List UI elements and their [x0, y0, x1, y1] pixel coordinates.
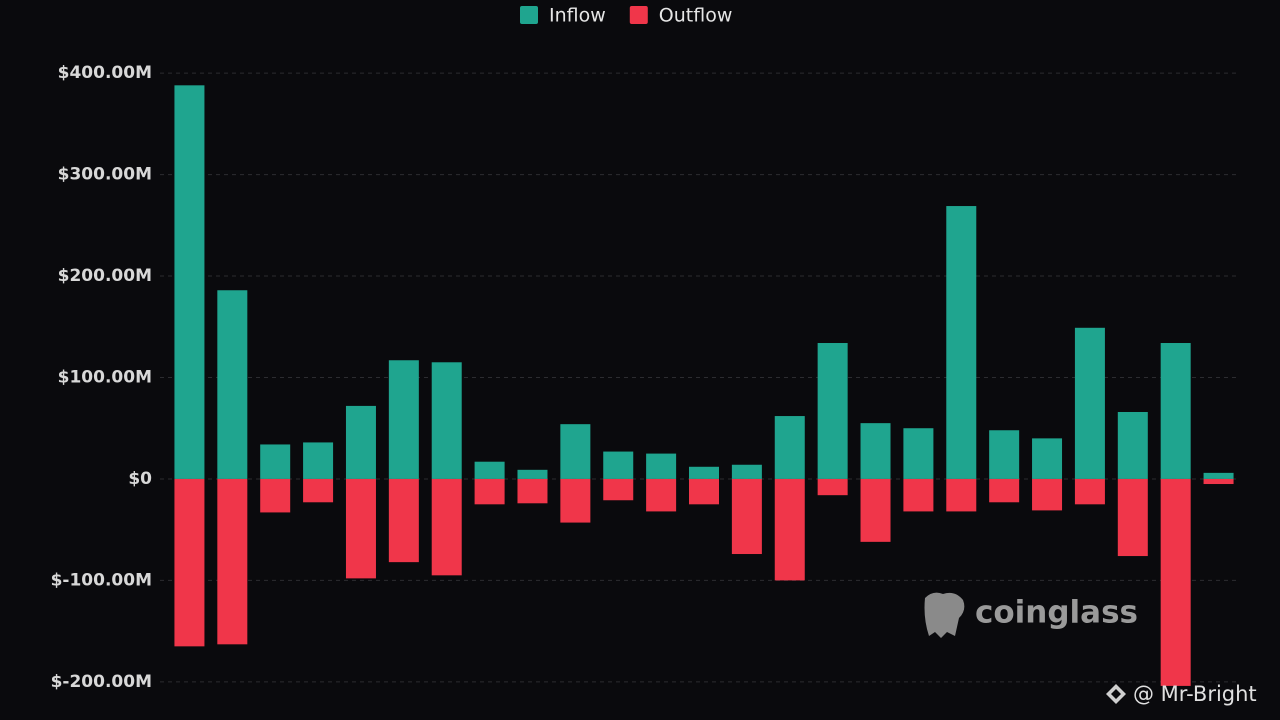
y-tick-label: $0 — [128, 469, 152, 489]
bar — [345, 478, 376, 579]
bar — [946, 478, 977, 512]
bar — [646, 453, 677, 479]
bar — [1203, 478, 1234, 485]
bar — [560, 478, 591, 523]
bar — [731, 464, 762, 479]
legend-label: Inflow — [549, 5, 606, 27]
bar — [817, 343, 848, 479]
y-tick-label: $200.00M — [58, 266, 152, 286]
bar — [903, 428, 934, 479]
bar — [603, 451, 634, 479]
bar — [1074, 327, 1105, 479]
bar — [217, 478, 248, 645]
bar — [388, 478, 419, 563]
bar — [174, 478, 205, 647]
bar — [303, 478, 334, 503]
bar — [388, 360, 419, 479]
bar — [431, 478, 462, 576]
bar — [1160, 478, 1191, 686]
bar — [260, 444, 291, 479]
y-tick-label: $300.00M — [58, 165, 152, 185]
bar — [774, 478, 805, 581]
bar — [1117, 478, 1148, 557]
bar — [731, 478, 762, 555]
watermark-text: coinglass — [975, 595, 1138, 631]
plot: $-200.00M $-100.00M $0 $100.00M $200.00M $300… — [51, 5, 1240, 692]
bar — [689, 478, 719, 505]
bar — [946, 206, 977, 479]
credit: @ Mr-Bright — [1106, 682, 1257, 706]
y-tick-label: $-100.00M — [51, 570, 152, 590]
bar — [1203, 472, 1234, 479]
bar — [603, 478, 634, 501]
bar — [260, 478, 291, 513]
bar — [903, 478, 934, 512]
bar — [817, 478, 848, 496]
bar — [1074, 478, 1105, 505]
bar — [560, 424, 591, 479]
bar — [517, 478, 548, 504]
bar — [1160, 343, 1191, 479]
bar — [860, 423, 891, 479]
watermark-logo — [924, 592, 965, 638]
bar — [517, 469, 548, 479]
bar — [689, 466, 719, 479]
y-tick-label: $100.00M — [58, 368, 152, 388]
legend-swatch — [629, 6, 648, 24]
legend-label: Outflow — [659, 5, 733, 27]
y-tick-label: $-200.00M — [51, 672, 152, 692]
bar — [474, 461, 505, 479]
bar — [174, 85, 205, 479]
credit-icon — [1106, 684, 1126, 704]
bar — [431, 362, 462, 479]
y-tick-label: $400.00M — [58, 63, 152, 83]
bar — [474, 478, 505, 505]
bar — [989, 478, 1020, 503]
bar — [989, 430, 1020, 479]
credit-text: @ Mr-Bright — [1133, 682, 1257, 706]
legend-swatch — [520, 6, 538, 24]
bar — [1032, 478, 1063, 511]
watermark: coinglass — [924, 592, 1138, 638]
bar — [860, 478, 891, 542]
bar — [1117, 411, 1148, 479]
bar — [1032, 438, 1063, 479]
bar — [774, 416, 805, 479]
bar — [217, 290, 248, 479]
bar — [345, 405, 376, 479]
bar — [303, 442, 334, 479]
bar — [646, 478, 677, 512]
